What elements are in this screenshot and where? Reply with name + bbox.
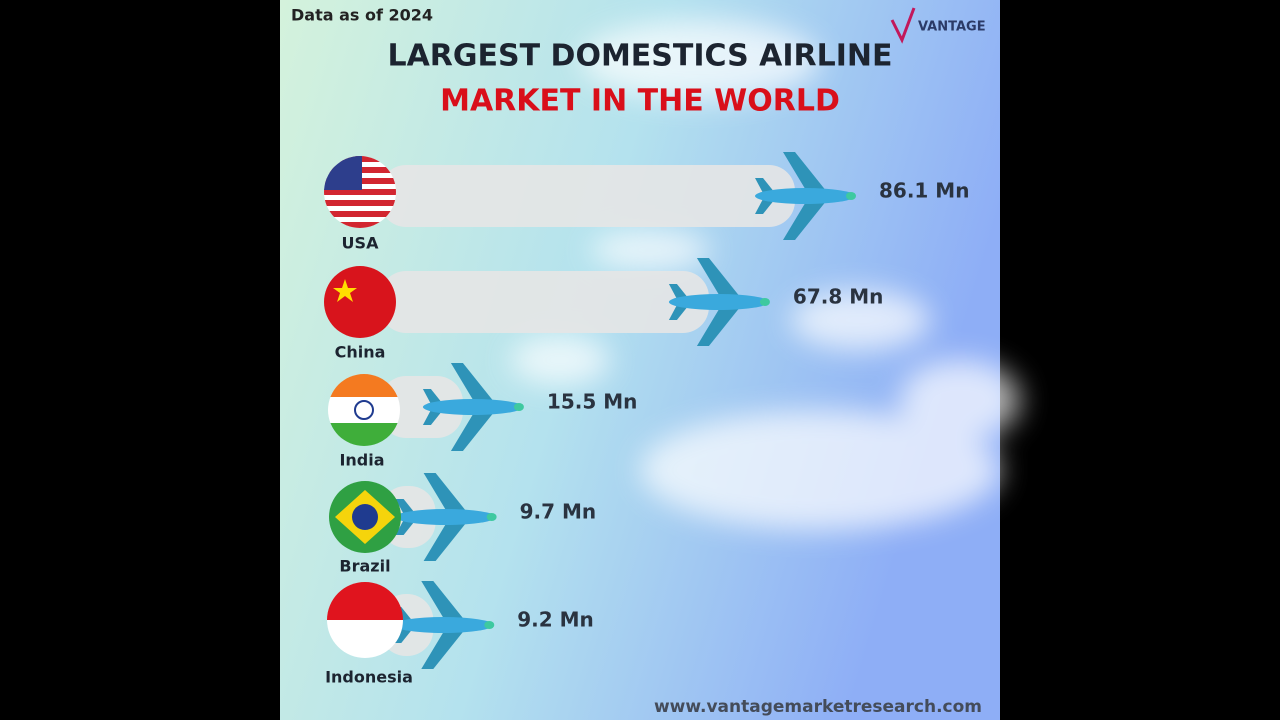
plane-wing [421,581,466,621]
plane-body [668,294,769,310]
plane-tail [422,389,443,404]
plane-tail [393,628,414,643]
plane-wing [450,363,495,403]
chart-title: LARGEST DOMESTICS AIRLINE [387,39,892,74]
chart-subtitle: MARKET IN THE WORLD [440,84,840,119]
plane-wing [450,411,495,451]
flag-india [328,374,400,446]
flag-china [324,266,396,338]
category-label: China [335,343,386,362]
plane-tail [668,305,689,320]
note-top: Data as of 2024 [291,6,433,25]
plane-nose [484,621,495,629]
bar [380,271,709,333]
flag-brazil [329,481,401,553]
category-label: Indonesia [325,668,413,687]
category-label: USA [342,234,380,253]
plane-wing [423,521,468,561]
plane-tail [668,284,689,299]
plane-body [422,399,523,415]
plane-tail [755,178,775,193]
category-label: Brazil [339,557,390,576]
plane-wing [421,629,466,669]
plane-icon [422,363,524,451]
value-label: 15.5 Mn [547,390,637,414]
website: www.vantagemarketresearch.com [654,697,982,717]
plane-wing [696,306,741,346]
clouds [510,20,1020,530]
logo: VANTAGE [890,7,986,44]
plane-body [755,188,855,204]
brand: VANTAGE [918,20,986,35]
value-label: 9.7 Mn [520,500,597,524]
plane-tail [755,199,775,214]
category-label: India [339,451,384,470]
value-label: 67.8 Mn [793,285,883,309]
bar [380,376,463,438]
value-label: 86.1 Mn [879,179,969,203]
flag-usa [324,156,396,228]
plane-tail [422,410,443,425]
value-label: 9.2 Mn [517,608,594,632]
bar [380,165,795,227]
plane-wing [423,473,468,513]
plane-nose [513,403,524,411]
plane-tail [395,520,416,535]
plane-wing [783,152,827,192]
plane-icon [668,258,770,346]
plane-nose [759,298,770,306]
plane-icon [393,581,495,669]
plane-icon [755,152,856,240]
plane-wing [783,200,827,240]
plane-tail [395,499,416,514]
plane-body [393,617,494,633]
plane-wing [696,258,741,298]
plane-body [395,509,496,525]
plane-nose [486,513,497,521]
plane-icon [395,473,497,561]
plane-nose [846,192,856,200]
